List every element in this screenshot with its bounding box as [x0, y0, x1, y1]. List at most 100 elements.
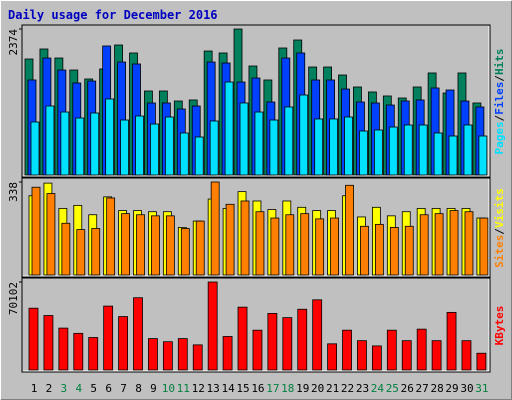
x-tick-label: 25 — [386, 382, 399, 395]
x-tick-label: 16 — [251, 382, 264, 395]
x-tick-label: 30 — [460, 382, 473, 395]
bar — [254, 111, 264, 176]
x-tick-label: 6 — [105, 382, 112, 395]
bar — [30, 121, 40, 176]
bar — [267, 313, 278, 371]
y-tick-label: 338 — [7, 182, 20, 202]
x-tick-label: 10 — [162, 382, 175, 395]
bar — [327, 343, 338, 371]
bar — [136, 214, 145, 276]
bar — [103, 305, 114, 371]
bar — [312, 299, 323, 371]
bar — [133, 297, 143, 371]
bar — [164, 116, 174, 176]
bar — [360, 225, 369, 276]
panel-bevel — [23, 179, 490, 277]
bar — [448, 135, 458, 176]
x-tick-label: 13 — [207, 382, 220, 395]
bar — [357, 340, 367, 371]
panel-frame — [21, 177, 491, 278]
panel-bevel — [23, 26, 490, 177]
bar — [162, 341, 173, 371]
bar — [224, 81, 234, 176]
bar — [148, 338, 158, 371]
legend-separator: / — [493, 115, 506, 122]
bar — [330, 217, 340, 276]
x-tick-label: 29 — [445, 382, 458, 395]
x-tick-label: 20 — [311, 382, 324, 395]
bar — [416, 328, 427, 371]
bar — [252, 329, 263, 371]
legend: Pages/Files/Hits — [493, 49, 506, 155]
x-tick-label: 9 — [150, 382, 157, 395]
bar — [401, 340, 412, 371]
bar — [345, 184, 354, 276]
bar — [282, 317, 293, 371]
x-tick-label: 22 — [341, 382, 354, 395]
bar — [344, 116, 353, 176]
panel-frame — [21, 277, 491, 373]
legend-entry: Files — [493, 82, 506, 115]
bar — [386, 329, 397, 371]
x-tick-label: 3 — [61, 382, 68, 395]
bar — [61, 222, 71, 276]
bar — [269, 119, 279, 176]
bar — [463, 124, 473, 176]
bar — [237, 306, 248, 371]
bar — [461, 340, 472, 371]
y-tick-label: 70102 — [7, 282, 20, 315]
bar — [478, 135, 488, 176]
bar — [297, 308, 308, 371]
bar — [207, 281, 218, 371]
bar — [373, 129, 383, 176]
bar — [342, 329, 352, 371]
bar — [314, 118, 324, 176]
bar — [222, 336, 233, 371]
bar — [43, 315, 54, 371]
bar — [315, 218, 325, 276]
legend-entry: Pages — [493, 121, 506, 154]
bar — [118, 316, 128, 371]
x-tick-label: 31 — [475, 382, 488, 395]
bar — [329, 118, 339, 176]
bar — [209, 120, 219, 176]
bar — [240, 200, 250, 276]
bar — [419, 214, 429, 276]
x-tick-label: 26 — [401, 382, 414, 395]
bar — [225, 203, 235, 276]
x-tick-label: 11 — [177, 382, 190, 395]
bar — [300, 213, 310, 276]
legend-entry: Hits — [493, 49, 506, 76]
x-tick-label: 2 — [46, 382, 53, 395]
x-tick-label: 4 — [75, 382, 82, 395]
bar — [150, 123, 159, 176]
bar — [431, 340, 442, 371]
bar — [121, 213, 130, 276]
bar — [371, 345, 382, 371]
legend-entry: Visits — [493, 188, 506, 228]
bar — [177, 338, 188, 371]
x-tick-label: 23 — [356, 382, 369, 395]
bar — [165, 215, 175, 276]
bar — [285, 214, 295, 276]
bar — [120, 119, 129, 176]
bar — [476, 352, 487, 371]
bar — [239, 102, 249, 176]
bar — [192, 344, 203, 371]
panel-bevel — [23, 279, 490, 372]
x-tick-label: 19 — [296, 382, 309, 395]
x-tick-label: 1 — [31, 382, 38, 395]
x-tick-label: 15 — [236, 382, 249, 395]
bar — [106, 197, 116, 276]
x-tick-label: 7 — [120, 382, 127, 395]
x-tick-label: 27 — [416, 382, 429, 395]
bar — [31, 186, 41, 276]
legend-separator: / — [493, 75, 506, 82]
x-tick-label: 17 — [266, 382, 279, 395]
bar — [479, 217, 489, 276]
bar — [28, 307, 39, 371]
legend-entry: Sites — [493, 235, 506, 268]
bar — [88, 337, 99, 371]
bar — [151, 215, 160, 276]
